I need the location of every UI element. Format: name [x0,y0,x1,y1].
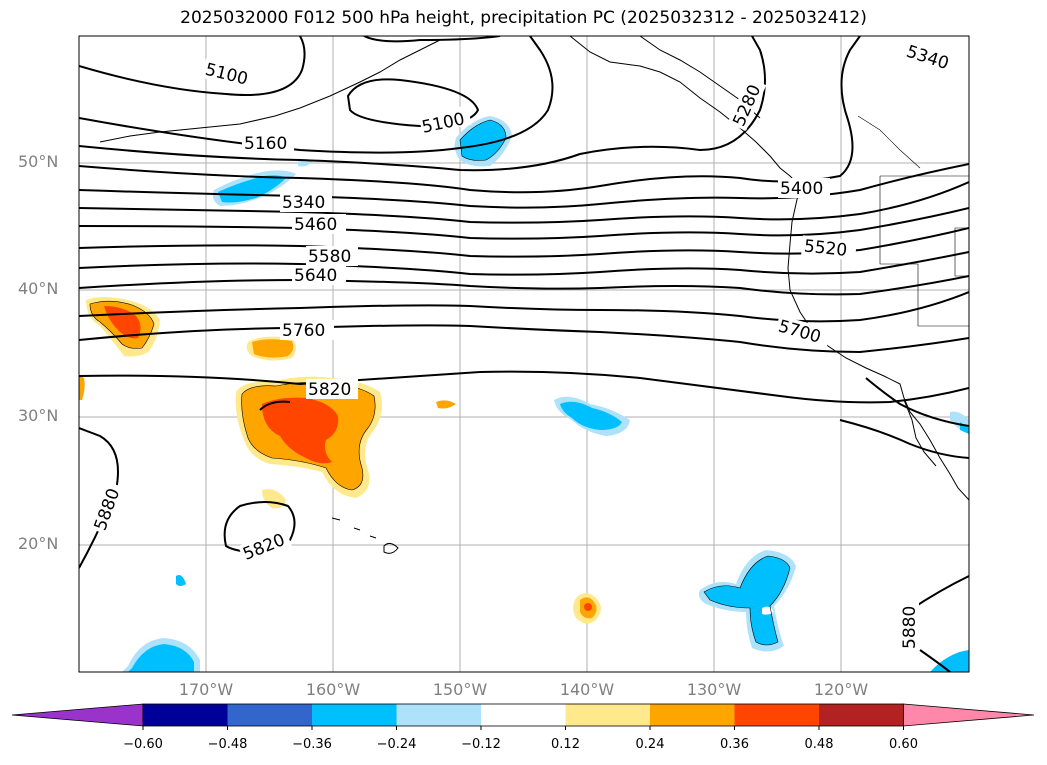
colorbar-tick-label: −0.36 [292,737,332,752]
colorbar-segment [734,704,820,726]
lon-label: 170°W [178,680,234,699]
colorbar-tick-label: 0.36 [720,737,749,752]
contour-label: 5340 [282,193,325,213]
colorbar-tick-label: −0.60 [123,737,163,752]
contour-label: 5820 [240,530,288,565]
precipitation-shading [79,116,969,672]
colorbar-tick-label: −0.12 [461,737,501,752]
colorbar-tick-label: −0.24 [376,737,417,752]
colorbar-tick-label: 0.12 [551,737,580,752]
contour-label: 5460 [294,215,337,235]
contour-label: 5880 [900,606,920,649]
contour-label: 5820 [308,380,351,400]
contour-label: 5580 [308,247,351,267]
colorbar-extend-low [11,703,144,727]
contour-label: 5760 [282,321,325,341]
colorbar-segment [227,704,313,726]
contour-label: 5640 [294,266,337,286]
colorbar-segment [819,704,904,726]
lon-label: 130°W [686,680,742,699]
contour-label: 5520 [803,236,848,260]
contour-label: 5100 [203,60,250,90]
height-contours [79,36,969,672]
lat-label: 40°N [18,279,59,298]
graticule [79,36,969,672]
contour-labels: 5100 5100 5160 5340 5460 5580 5640 5760 … [89,40,960,651]
lat-label: 20°N [18,534,59,553]
country-borders [857,115,969,327]
lat-label: 50°N [18,152,59,171]
contour-label: 5280 [729,82,765,130]
colorbar-segment [650,704,735,726]
contour-label: 5340 [904,42,951,74]
contour-label: 5400 [780,179,823,199]
lon-label: 140°W [559,680,615,699]
contour-label: 5160 [244,134,287,154]
lat-label: 30°N [18,406,59,425]
colorbar-segment [565,704,651,726]
contour-label: 5880 [91,486,125,533]
colorbar-frame [142,703,904,727]
lon-label: 160°W [305,680,361,699]
colorbar [11,703,1035,730]
lon-label: 120°W [813,680,869,699]
colorbar-tick-label: −0.48 [207,737,248,752]
colorbar-tick-label: 0.48 [804,737,834,752]
map-title: 2025032000 F012 500 hPa height, precipit… [180,8,867,28]
colorbar-segment [143,704,228,726]
lon-label: 150°W [432,680,488,699]
colorbar-tick-label: 0.24 [635,737,665,752]
colorbar-segment [312,704,397,726]
colorbar-tick-label: 0.60 [889,737,918,752]
colorbar-extend-high [903,703,1035,727]
colorbar-segment [396,704,482,726]
colorbar-segment [481,704,566,726]
plot-frame [78,35,970,673]
